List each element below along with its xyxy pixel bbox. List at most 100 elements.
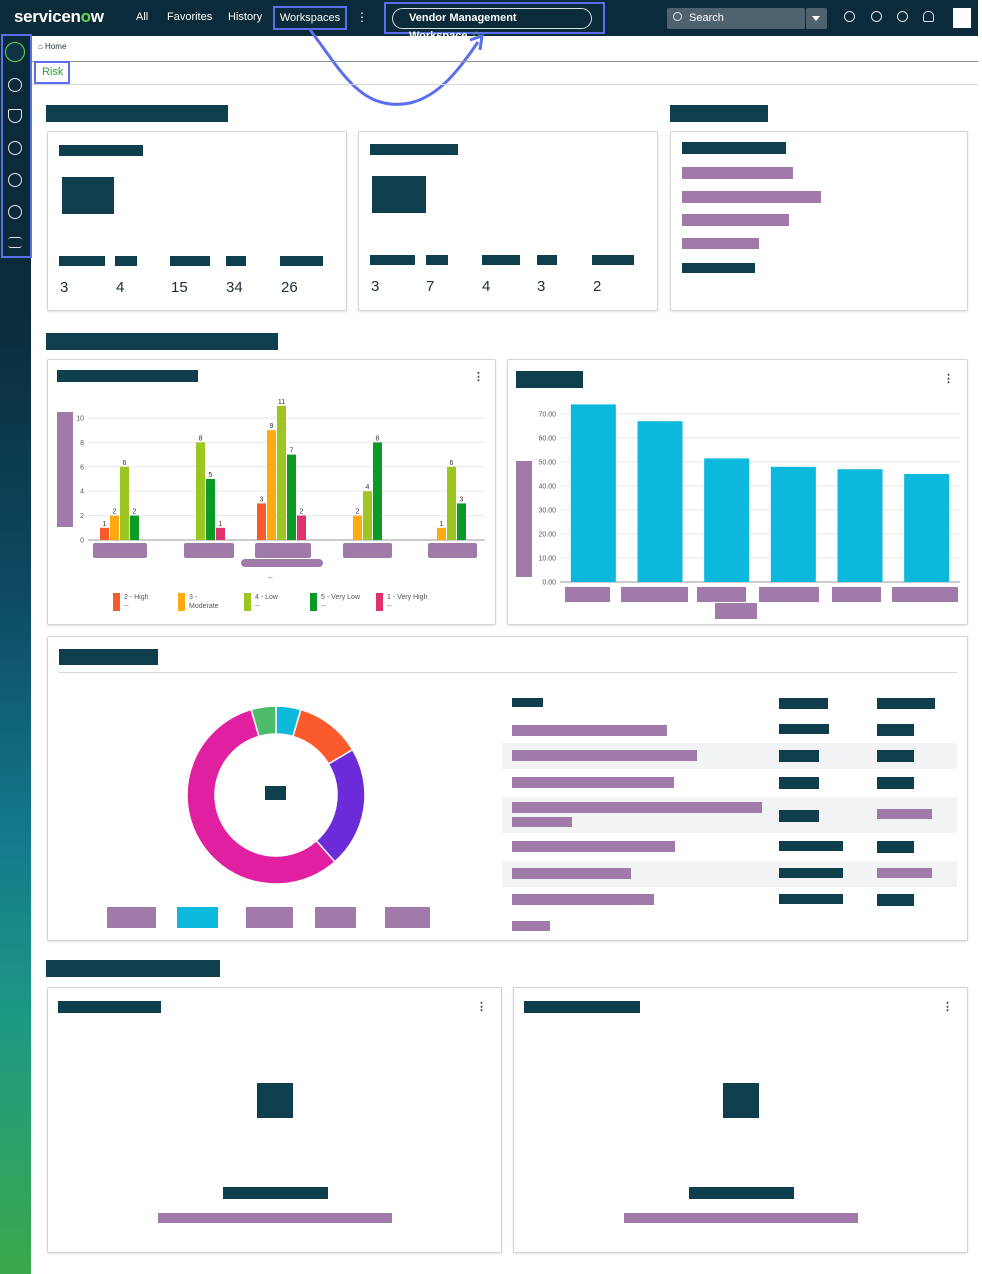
card-menu-button[interactable]: ⋮ — [476, 1001, 487, 1013]
table-cell-link[interactable] — [512, 868, 631, 879]
chart-bar — [120, 466, 129, 540]
metric-value[interactable]: 3 — [60, 279, 69, 296]
legend-label[interactable]: 4 - Low -- — [255, 593, 278, 611]
card-title — [682, 142, 786, 154]
list-link[interactable] — [682, 214, 789, 226]
table-cell-link[interactable] — [512, 894, 654, 905]
table-cell-link[interactable] — [512, 817, 572, 827]
star-icon[interactable]: ☆ — [471, 30, 482, 42]
metric-value[interactable]: 7 — [426, 278, 435, 295]
nav-more-menu[interactable]: ⋮ — [356, 10, 368, 24]
analytics-icon[interactable] — [8, 141, 22, 155]
table-cell-link[interactable] — [512, 921, 550, 931]
bell-icon[interactable] — [923, 11, 934, 22]
card-menu-button[interactable]: ⋮ — [942, 1001, 953, 1013]
metric-value[interactable]: 4 — [482, 278, 491, 295]
table-cell — [877, 777, 914, 789]
legend-swatch[interactable] — [178, 593, 185, 611]
chart-bar — [373, 442, 382, 540]
home-icon[interactable] — [5, 42, 25, 62]
table-cell-link[interactable] — [877, 868, 932, 878]
nav-all[interactable]: All — [136, 11, 149, 23]
table-cell — [779, 724, 829, 734]
table-cell — [779, 868, 843, 878]
legend-label[interactable]: 5 - Very Low -- — [321, 593, 360, 611]
y-tick-label: 8 — [80, 440, 84, 447]
user-avatar[interactable] — [953, 8, 971, 28]
card-title — [59, 649, 158, 665]
list-link[interactable] — [682, 167, 793, 179]
legend-label[interactable]: 1 - Very High -- — [387, 593, 427, 611]
card-menu-button[interactable]: ⋮ — [943, 373, 954, 385]
table-cell-link[interactable] — [512, 777, 674, 788]
user-circle-icon[interactable] — [8, 173, 22, 187]
global-search-input[interactable]: Search — [667, 8, 805, 29]
legend-swatch[interactable] — [244, 593, 251, 611]
metric-value[interactable]: 4 — [116, 279, 125, 296]
chat-icon[interactable] — [871, 11, 882, 22]
metric-value[interactable]: 2 — [593, 278, 602, 295]
y-tick-label: 0 — [80, 538, 84, 545]
annotation-arrow — [308, 29, 484, 106]
donut-legend-item[interactable] — [315, 907, 356, 928]
metric-label — [537, 255, 557, 265]
metric-label — [115, 256, 137, 266]
donut-legend-item[interactable] — [107, 907, 156, 928]
y-tick-label: 4 — [80, 489, 84, 496]
bar-chart: 0.00 10.00 20.00 30.00 40.00 50.00 60.00 70.00 — [538, 404, 960, 587]
kpi-value[interactable] — [372, 176, 426, 213]
metric-value[interactable]: 26 — [281, 279, 298, 296]
search-icon — [673, 12, 682, 21]
nav-favorites[interactable]: Favorites — [167, 11, 213, 23]
legend-swatch[interactable] — [310, 593, 317, 611]
chart-bar — [437, 527, 446, 540]
donut-legend-item[interactable] — [385, 907, 430, 928]
score-link[interactable] — [624, 1213, 858, 1223]
kpi-value[interactable] — [62, 177, 114, 214]
metric-value[interactable]: 15 — [171, 279, 188, 296]
score-link[interactable] — [158, 1213, 392, 1223]
table-cell-link[interactable] — [512, 725, 667, 736]
list-item — [682, 263, 755, 273]
table-cell-link[interactable] — [877, 809, 932, 819]
metric-value[interactable]: 3 — [537, 278, 546, 295]
x-axis-category — [184, 543, 234, 558]
donut-legend-item[interactable] — [177, 907, 218, 928]
score-value[interactable] — [723, 1083, 759, 1118]
search-scope-dropdown[interactable] — [806, 8, 827, 29]
help-icon[interactable] — [897, 11, 908, 22]
metric-value[interactable]: 34 — [226, 279, 243, 296]
globe-icon[interactable] — [844, 11, 855, 22]
card-menu-button[interactable]: ⋮ — [473, 371, 484, 383]
legend-label[interactable]: 2 - High -- — [124, 593, 149, 611]
score-value[interactable] — [257, 1083, 293, 1118]
metric-label — [226, 256, 246, 266]
y-axis-label — [516, 461, 532, 577]
nav-workspaces[interactable]: Workspaces — [273, 6, 347, 30]
metric-value[interactable]: 3 — [371, 278, 380, 295]
list-link[interactable] — [682, 238, 759, 249]
list-link[interactable] — [682, 191, 821, 203]
legend-swatch[interactable] — [113, 593, 120, 611]
nav-history[interactable]: History — [228, 11, 263, 23]
tab-risk[interactable]: Risk — [42, 66, 64, 78]
workspace-pill[interactable]: Vendor Management Workspace ☆ — [392, 8, 592, 42]
x-axis-category — [565, 587, 610, 602]
bar-data-label: 3 — [260, 496, 264, 503]
chart-bar — [363, 491, 372, 540]
table-cell-link[interactable] — [512, 802, 762, 813]
summary-card: 3 4 15 34 26 — [47, 131, 347, 311]
servicenow-logo[interactable]: servicenow — [14, 7, 104, 26]
table-cell-link[interactable] — [512, 750, 697, 761]
list-icon[interactable] — [8, 237, 22, 248]
breadcrumb-home[interactable]: ⌂ Home — [38, 42, 67, 51]
shield-icon[interactable] — [8, 109, 22, 123]
legend-swatch[interactable] — [376, 593, 383, 611]
table-cell-link[interactable] — [512, 841, 675, 852]
check-circle-icon[interactable] — [8, 205, 22, 219]
donut-legend-item[interactable] — [246, 907, 293, 928]
legend-label[interactable]: 3 - Moderate — [189, 593, 219, 611]
y-tick-label: 2 — [80, 513, 84, 520]
refresh-icon[interactable] — [8, 78, 22, 92]
donut-slice — [186, 708, 336, 885]
